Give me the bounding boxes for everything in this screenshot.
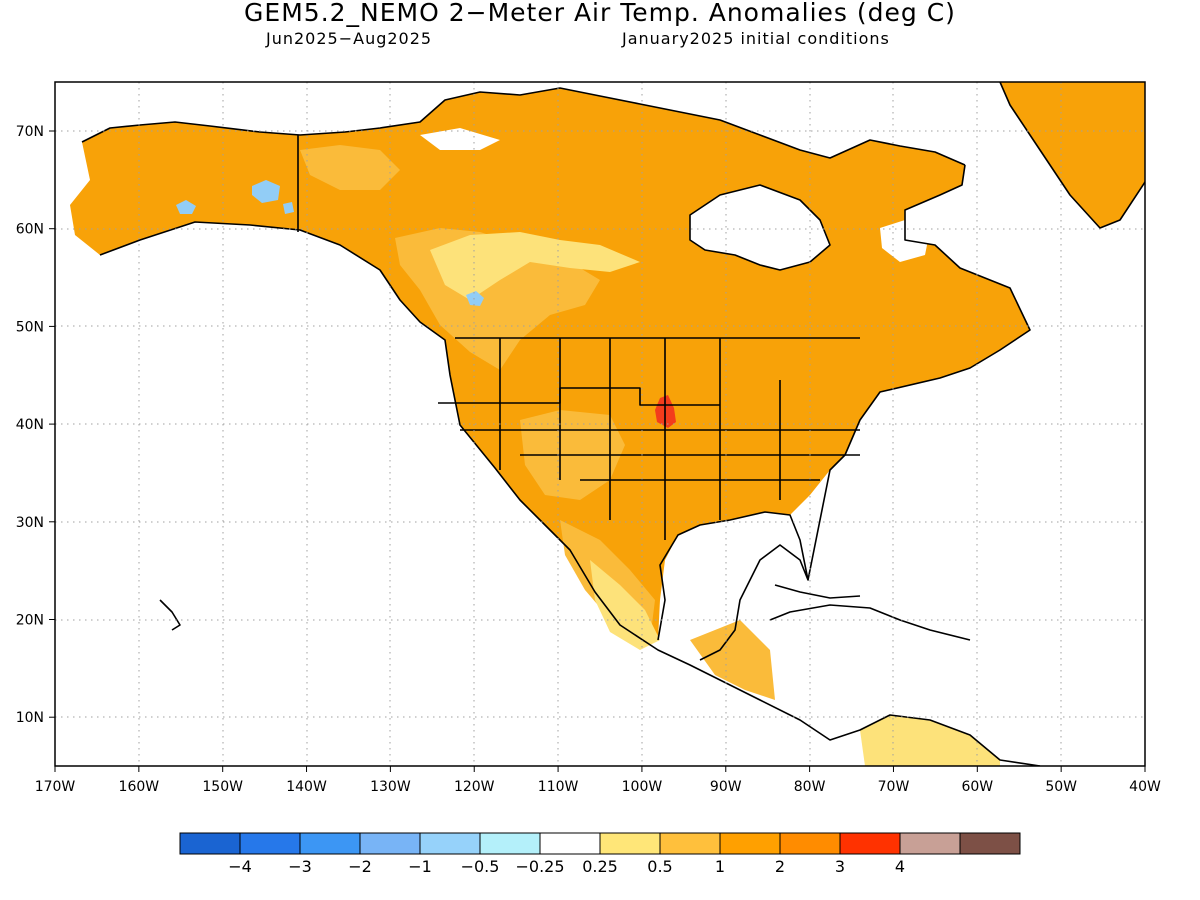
anomaly-field-025-05-mexico [590,560,660,650]
longitude-axis: 170W 160W 150W 140W 130W 120W 110W 100W 90W 80W 70… [35,766,1161,795]
colorbar-label: −3 [288,857,312,876]
lat-tick-label: 30N [16,515,44,531]
colorbar-label: −1 [408,857,432,876]
lon-tick-label: 130W [370,779,411,795]
lon-tick-label: 150W [202,779,243,795]
colorbar-swatch [179,832,241,855]
anomaly-field-05-1-plains [300,145,400,190]
lat-tick-label: 70N [16,124,44,140]
colorbar-label: 4 [894,857,906,876]
lon-tick-label: 60W [961,779,993,795]
latitude-axis: 70N 60N 50N 40N 30N 20N 10N [16,124,55,726]
colorbar-label: 0.5 [647,857,673,876]
lon-tick-label: 50W [1045,779,1077,795]
anomaly-neutral-arctic [420,128,500,150]
lon-tick-label: 80W [794,779,826,795]
lon-tick-label: 170W [35,779,76,795]
colorbar-label: −0.5 [460,857,500,876]
colorbar-swatch [899,832,961,855]
lon-tick-label: 70W [878,779,910,795]
anomaly-field-025-05-south-america [860,715,1000,766]
anomaly-field-05-1-central [690,620,775,700]
colorbar-swatch [779,832,841,855]
colorbar-label: 1 [714,857,726,876]
colorbar-swatch [479,832,541,855]
graticule [55,82,1145,766]
colorbar-label: 3 [834,857,846,876]
lon-tick-label: 160W [119,779,160,795]
lat-tick-label: 50N [16,319,44,335]
lon-tick-label: 120W [454,779,495,795]
anomaly-field-greenland [1000,82,1145,228]
lon-tick-label: 110W [538,779,579,795]
lon-tick-label: 40W [1129,779,1161,795]
lon-tick-label: 90W [710,779,742,795]
anomaly-cool-nw [283,202,294,214]
colorbar-label: 2 [774,857,786,876]
colorbar-swatch [539,832,601,855]
anomaly-field-025-05-canada [430,232,640,300]
colorbar [179,832,1021,855]
colorbar-swatch [719,832,781,855]
lat-tick-label: 20N [16,613,44,629]
lat-tick-label: 60N [16,222,44,238]
colorbar-label: −4 [228,857,252,876]
anomaly-cool-alaska-2 [176,200,196,214]
colorbar-swatch [659,832,721,855]
colorbar-swatch [959,832,1021,855]
colorbar-label: −0.25 [515,857,565,876]
anomaly-cool-bc [466,291,484,306]
colorbar-swatch [239,832,301,855]
colorbar-swatch [359,832,421,855]
colorbar-swatch [419,832,481,855]
colorbar-swatch [839,832,901,855]
colorbar-swatch [599,832,661,855]
initial-conditions-subtitle: January2025 initial conditions [622,29,890,48]
lat-tick-label: 40N [16,417,44,433]
lon-tick-label: 100W [622,779,663,795]
colorbar-swatch [299,832,361,855]
lon-tick-label: 140W [286,779,327,795]
map-title: GEM5.2_NEMO 2−Meter Air Temp. Anomalies … [244,0,956,27]
season-subtitle: Jun2025−Aug2025 [266,29,433,48]
anomaly-cool-alaska-1 [252,180,280,203]
colorbar-label: 0.25 [582,857,618,876]
anomaly-neutral-hudson-bay [690,185,830,270]
colorbar-label: −2 [348,857,372,876]
lat-tick-label: 10N [16,710,44,726]
